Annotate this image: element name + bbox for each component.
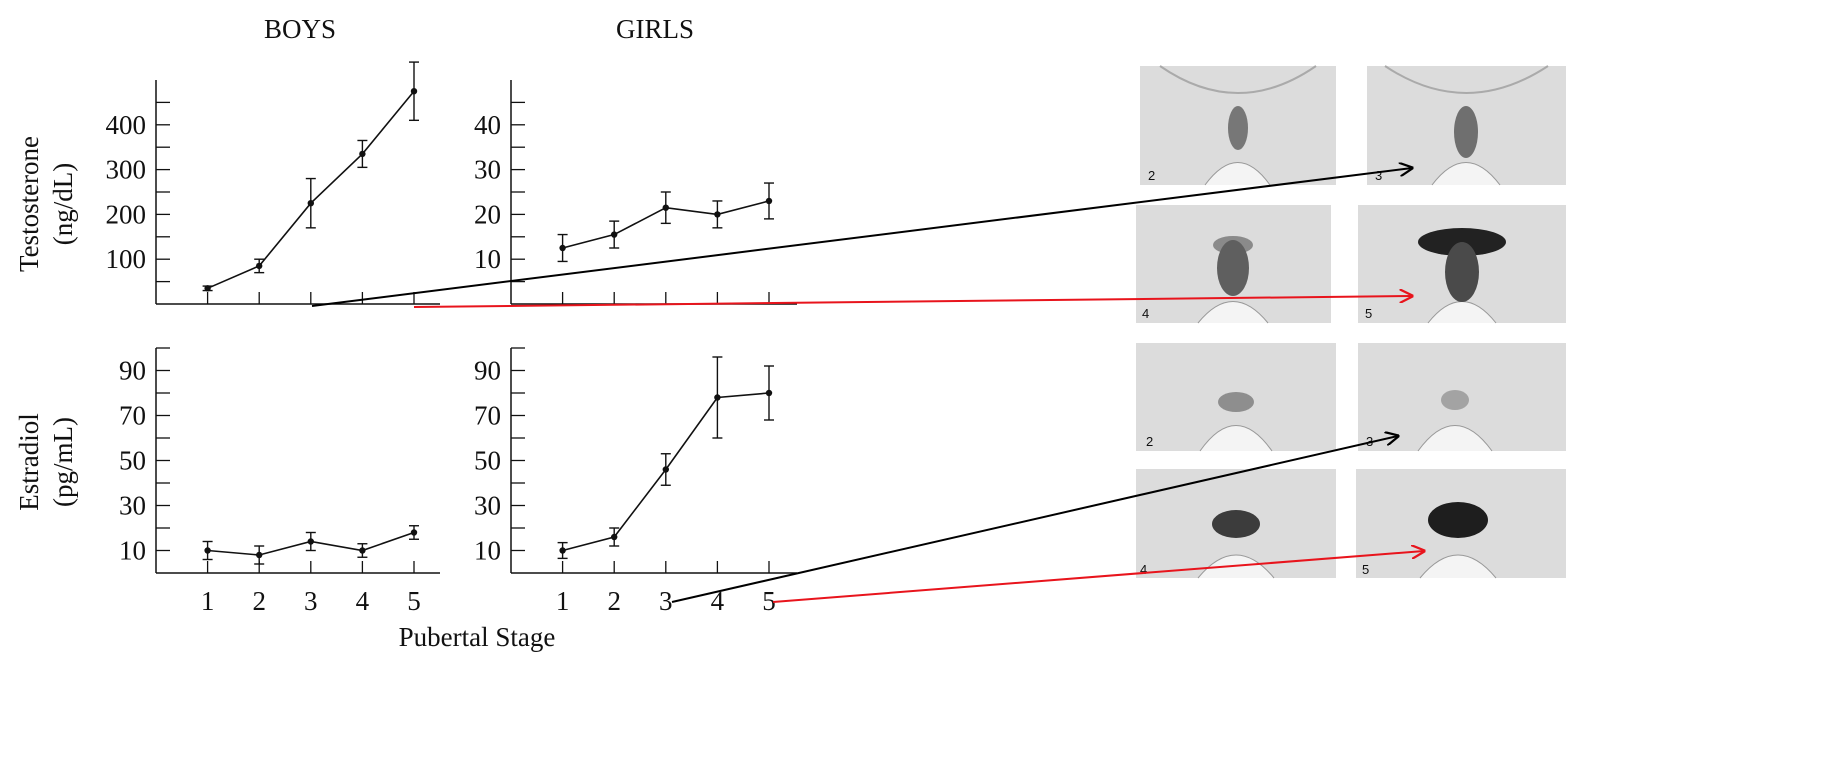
girls-estradiol-y-tick-label: 90 — [474, 356, 501, 386]
girls-estradiol-y-tick-label: 10 — [474, 536, 501, 566]
boys-testosterone-data-point — [256, 262, 263, 270]
boys-estradiol-y-tick-label: 10 — [119, 536, 146, 566]
girls-testosterone-data-point — [611, 231, 618, 238]
boys-estradiol-x-tick-label: 1 — [201, 586, 215, 616]
photo-female-stage-4: 4 — [1136, 469, 1336, 579]
photo-male-stage-5: 5 — [1358, 205, 1566, 324]
boys-testosterone-data-point — [359, 150, 366, 158]
girls-testosterone-data-point — [559, 244, 566, 252]
photo-male-stage-4: 4 — [1136, 205, 1331, 324]
estradiol-label-line2: (pg/mL) — [48, 417, 78, 507]
arrow-boys-stage5-to-photo — [413, 296, 1412, 308]
girls-testosterone-data-point — [765, 197, 773, 205]
photo-label-male-4: 4 — [1142, 306, 1149, 321]
boys-estradiol-data-point — [256, 551, 263, 559]
arrow-girls-stage3-to-photo — [671, 436, 1398, 603]
girls-estradiol-data-point — [662, 466, 669, 473]
boys-estradiol-x-tick-label: 2 — [252, 586, 266, 616]
girls-estradiol-data-point — [611, 533, 618, 541]
photo-male-stage-2: 2 — [1140, 65, 1336, 186]
photo-male-stage-3: 3 — [1367, 65, 1566, 186]
column-title-boys: BOYS — [264, 14, 336, 44]
photo-grid: 2 3 4 5 2 — [1136, 65, 1566, 579]
girls-estradiol-data-point — [714, 394, 721, 401]
testosterone-label-line1: Testosterone — [14, 136, 44, 272]
girls-testosterone-y-tick-label: 10 — [474, 244, 501, 274]
photo-label-male-2: 2 — [1148, 168, 1155, 183]
boys-testosterone-data-point — [410, 88, 418, 95]
girls-estradiol-x-tick-label: 2 — [607, 586, 621, 616]
girls-estradiol-y-tick-label: 30 — [474, 491, 501, 521]
photo-female-stage-5: 5 — [1356, 469, 1566, 579]
boys-estradiol-y-tick-label: 30 — [119, 491, 146, 521]
girls-testosterone-y-tick-label: 40 — [474, 110, 501, 140]
testosterone-axis-title: Testosterone (ng/dL) — [14, 136, 78, 272]
boys-testosterone-data-point — [204, 285, 211, 292]
estradiol-axis-title: Estradiol (pg/mL) — [14, 413, 78, 510]
boys-estradiol-panel: 10 30 50 70 90 1 2 3 4 5 — [119, 347, 440, 616]
girls-estradiol-x-tick-label: 5 — [762, 586, 776, 616]
boys-estradiol-x-tick-label: 5 — [407, 586, 421, 616]
boys-estradiol-x-tick-label: 3 — [304, 586, 318, 616]
boys-estradiol-data-point — [204, 547, 211, 554]
arrow-girls-stage5-to-photo — [772, 551, 1424, 603]
photo-female-stage-2: 2 — [1136, 343, 1336, 452]
photo-label-female-5: 5 — [1362, 562, 1369, 577]
boys-estradiol-y-tick-label: 50 — [119, 446, 146, 476]
photo-label-female-4: 4 — [1140, 562, 1147, 577]
photo-female-stage-3: 3 — [1358, 343, 1566, 452]
girls-testosterone-data-point — [714, 211, 721, 218]
girls-estradiol-x-tick-label: 1 — [556, 586, 570, 616]
girls-estradiol-y-tick-label: 50 — [474, 446, 501, 476]
x-axis-label: Pubertal Stage — [399, 622, 556, 652]
boys-estradiol-y-tick-label: 90 — [119, 356, 146, 386]
boys-testosterone-y-tick-label: 100 — [106, 244, 147, 274]
boys-testosterone-y-tick-label: 400 — [106, 110, 147, 140]
testosterone-label-line2: (ng/dL) — [48, 163, 78, 245]
girls-testosterone-data-point — [662, 204, 669, 211]
girls-estradiol-data-point — [765, 389, 773, 397]
girls-estradiol-y-tick-label: 70 — [474, 401, 501, 431]
arrow-boys-stage3-to-photo — [311, 168, 1412, 307]
boys-estradiol-data-point — [359, 547, 366, 554]
boys-estradiol-data-point — [307, 538, 314, 545]
boys-estradiol-y-tick-label: 70 — [119, 401, 146, 431]
girls-testosterone-panel: 10 20 30 40 — [474, 80, 797, 305]
girls-estradiol-x-tick-label: 3 — [659, 586, 673, 616]
chart-panels: 100 200 300 400 10 20 30 40 10 30 50 70 90 1 2 3 4 5 10 30 5… — [106, 61, 797, 616]
boys-testosterone-y-tick-label: 200 — [106, 199, 147, 229]
photo-label-female-2: 2 — [1146, 434, 1153, 449]
boys-estradiol-x-tick-label: 4 — [356, 586, 370, 616]
girls-estradiol-data-point — [559, 547, 566, 554]
photo-label-male-3: 3 — [1375, 168, 1382, 183]
girls-estradiol-panel: 10 30 50 70 90 1 2 3 4 5 — [474, 347, 797, 616]
column-title-girls: GIRLS — [616, 14, 694, 44]
girls-testosterone-y-tick-label: 30 — [474, 155, 501, 185]
boys-estradiol-data-point — [410, 529, 418, 536]
boys-testosterone-data-point — [307, 200, 314, 207]
girls-testosterone-y-tick-label: 20 — [474, 199, 501, 229]
photo-label-male-5: 5 — [1365, 306, 1372, 321]
girls-estradiol-x-tick-label: 4 — [711, 586, 725, 616]
boys-testosterone-y-tick-label: 300 — [106, 155, 147, 185]
boys-testosterone-panel: 100 200 300 400 — [106, 61, 440, 305]
estradiol-label-line1: Estradiol — [14, 413, 44, 510]
